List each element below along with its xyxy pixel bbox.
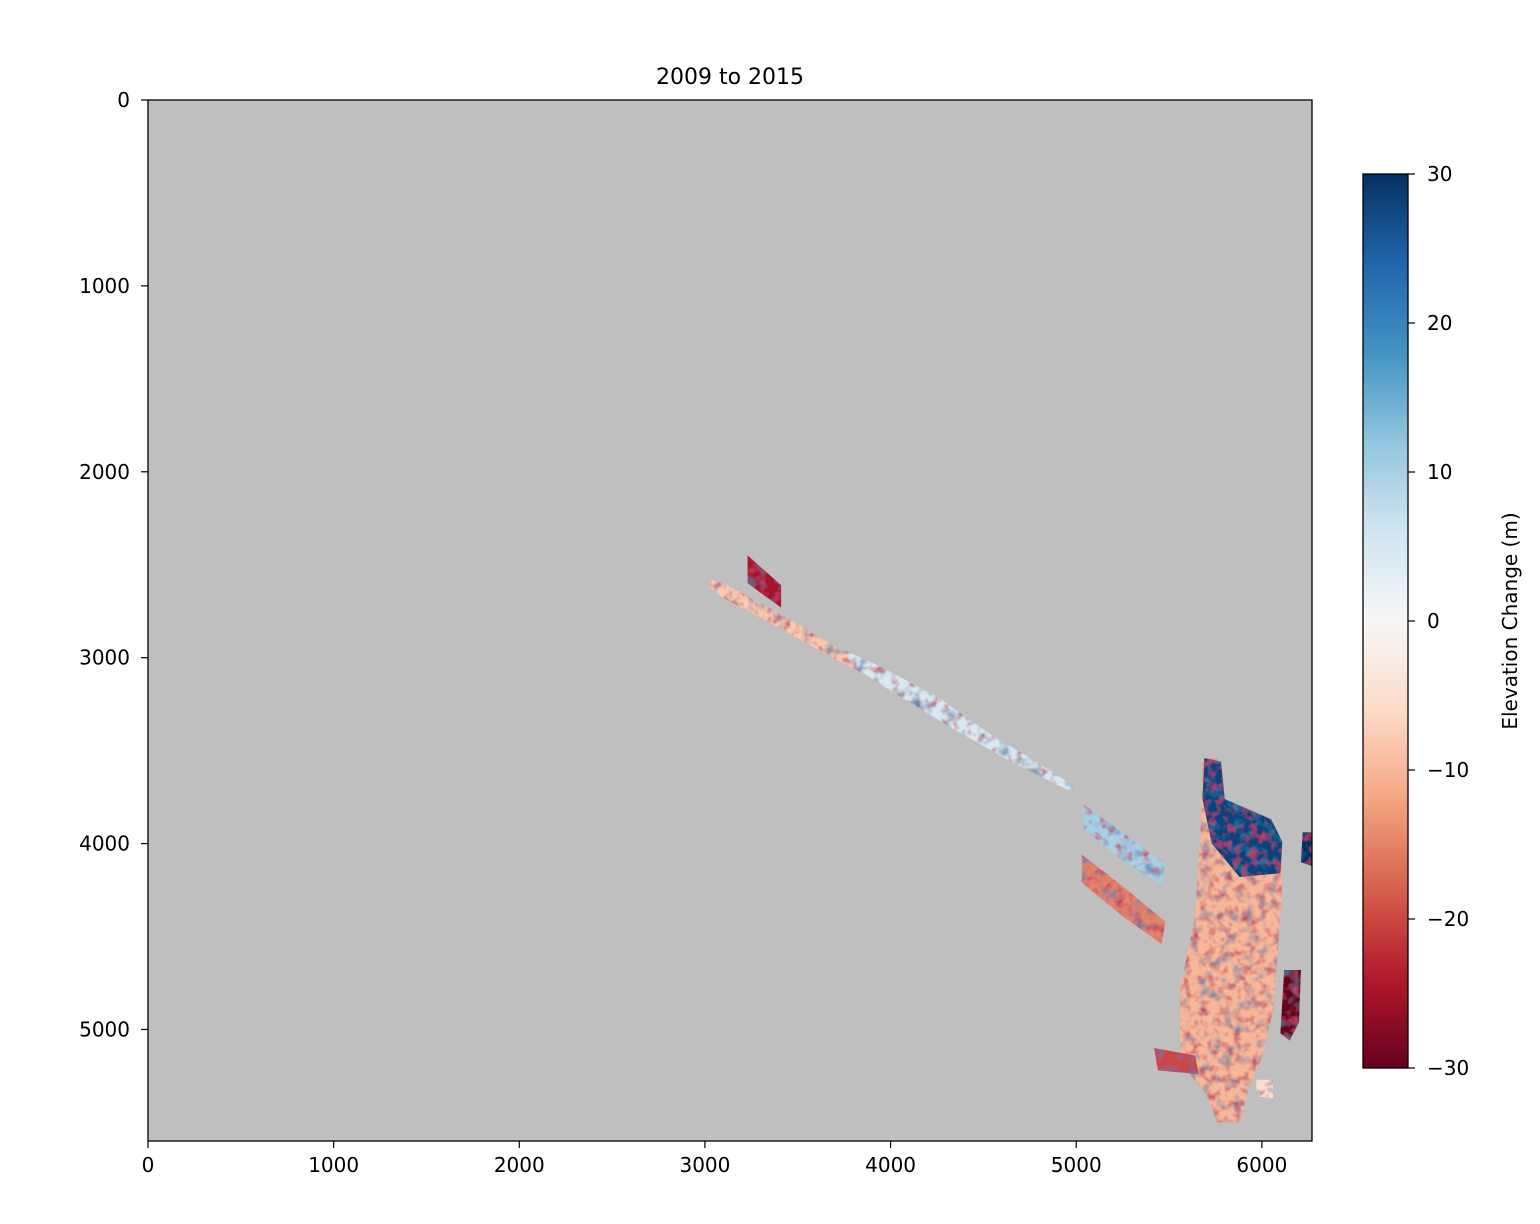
data-region-9 [1300, 832, 1312, 866]
y-axis: 0 1000 2000 3000 4000 5000 [79, 88, 148, 1041]
x-tick-label: 6000 [1236, 1153, 1287, 1177]
plot-background [148, 100, 1312, 1141]
chart-title: 2009 to 2015 [656, 65, 804, 90]
data-region-4 [1083, 804, 1166, 885]
y-tick-label: 3000 [79, 646, 130, 670]
x-tick-label: 0 [142, 1153, 155, 1177]
colorbar-label: Elevation Change (m) [1498, 512, 1522, 729]
colorbar-tick-label: 10 [1427, 460, 1452, 484]
x-tick-label: 3000 [679, 1153, 730, 1177]
x-tick-label: 5000 [1051, 1153, 1102, 1177]
colorbar [1362, 173, 1409, 1069]
x-axis: 0 1000 2000 3000 4000 5000 6000 [142, 1141, 1287, 1177]
x-tick-label: 2000 [494, 1153, 545, 1177]
colorbar-tick-label: 0 [1427, 609, 1440, 633]
data-region-5 [1081, 854, 1166, 944]
y-tick-label: 5000 [79, 1017, 130, 1041]
data-regions [708, 555, 1312, 1123]
data-region-8 [1280, 970, 1301, 1041]
colorbar-tick-label: 20 [1427, 311, 1452, 335]
data-region-2 [747, 555, 782, 608]
plot-frame [147, 99, 1313, 1142]
data-region-3 [844, 650, 1077, 790]
colorbar-tick-label: −30 [1427, 1056, 1469, 1080]
data-region-1 [708, 579, 882, 679]
data-region-10 [1154, 1048, 1199, 1075]
x-tick-label: 1000 [308, 1153, 359, 1177]
y-tick-label: 0 [117, 88, 130, 112]
data-region-7 [1202, 758, 1283, 877]
x-tick-label: 4000 [865, 1153, 916, 1177]
y-tick-label: 4000 [79, 832, 130, 856]
colorbar-tick-label: −20 [1427, 907, 1469, 931]
colorbar-tick-label: −10 [1427, 758, 1469, 782]
colorbar-axis: 30 20 10 0 −10 −20 −30 [1408, 162, 1469, 1080]
colorbar-tick-label: 30 [1427, 162, 1452, 186]
data-region-11 [1256, 1079, 1273, 1099]
y-tick-label: 2000 [79, 460, 130, 484]
y-tick-label: 1000 [79, 274, 130, 298]
